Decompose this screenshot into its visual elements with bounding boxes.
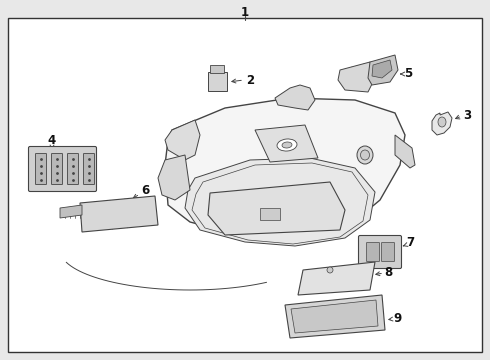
- Ellipse shape: [357, 146, 373, 164]
- Text: 2: 2: [246, 73, 254, 86]
- Polygon shape: [372, 60, 392, 78]
- Polygon shape: [291, 300, 378, 333]
- Bar: [260, 208, 280, 220]
- Ellipse shape: [438, 117, 446, 127]
- Text: 5: 5: [404, 67, 412, 80]
- Text: 1: 1: [241, 5, 249, 18]
- FancyBboxPatch shape: [359, 235, 401, 269]
- Polygon shape: [298, 262, 375, 295]
- Polygon shape: [165, 120, 200, 160]
- Text: 3: 3: [463, 108, 471, 122]
- Polygon shape: [432, 112, 452, 135]
- Polygon shape: [338, 62, 375, 92]
- Text: 4: 4: [48, 134, 56, 147]
- FancyBboxPatch shape: [35, 153, 47, 185]
- Polygon shape: [208, 182, 345, 235]
- FancyBboxPatch shape: [367, 243, 379, 261]
- Polygon shape: [60, 205, 82, 218]
- Polygon shape: [255, 125, 318, 162]
- Text: 6: 6: [141, 184, 149, 197]
- Circle shape: [327, 267, 333, 273]
- FancyBboxPatch shape: [68, 153, 78, 185]
- Ellipse shape: [277, 139, 297, 151]
- FancyBboxPatch shape: [28, 147, 97, 192]
- FancyBboxPatch shape: [51, 153, 63, 185]
- Ellipse shape: [282, 142, 292, 148]
- Polygon shape: [158, 155, 190, 200]
- Text: 8: 8: [384, 266, 392, 279]
- Polygon shape: [185, 158, 375, 246]
- FancyBboxPatch shape: [210, 65, 224, 73]
- Text: 9: 9: [393, 311, 401, 324]
- Ellipse shape: [361, 150, 369, 160]
- Text: 7: 7: [406, 235, 414, 248]
- Polygon shape: [165, 98, 405, 238]
- Polygon shape: [368, 55, 398, 85]
- Polygon shape: [275, 85, 315, 110]
- FancyBboxPatch shape: [382, 243, 394, 261]
- FancyBboxPatch shape: [83, 153, 95, 185]
- Polygon shape: [80, 196, 158, 232]
- FancyBboxPatch shape: [207, 72, 226, 90]
- Polygon shape: [285, 295, 385, 338]
- Polygon shape: [395, 135, 415, 168]
